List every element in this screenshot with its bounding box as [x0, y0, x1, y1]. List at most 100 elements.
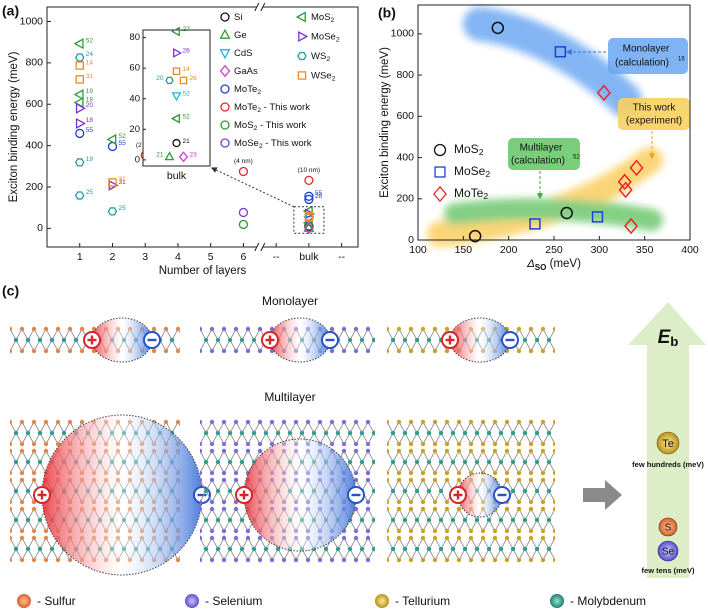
data-point: [75, 102, 86, 114]
legend-label: MoTe2: [454, 186, 488, 201]
x-tick-label: --: [338, 251, 345, 263]
ref-label: 18: [86, 96, 94, 103]
lattice: [10, 317, 555, 576]
ref-label: 55: [315, 190, 323, 197]
data-point: [172, 138, 181, 148]
data-point: [74, 158, 85, 167]
point-label: (4 nm): [234, 158, 253, 165]
axis-break: [260, 242, 266, 252]
ref-label: 28: [315, 193, 323, 200]
layer: [387, 418, 555, 448]
x-tick-label: 100: [409, 244, 427, 256]
legend-text: - Sulfur: [37, 594, 76, 608]
atom: [656, 431, 680, 455]
axis-break: [254, 242, 260, 252]
data-point: [468, 229, 482, 243]
note: (calculation): [615, 58, 669, 69]
data-point: [107, 207, 118, 216]
x-tick-label: 2: [110, 251, 116, 263]
ref-label: 25: [118, 205, 126, 212]
y-axis-label: Exciton binding energy (meV): [379, 47, 391, 198]
ref-label: 21: [183, 138, 191, 145]
data-point: [74, 191, 85, 200]
point-label: (10 nm): [298, 167, 320, 174]
annotations: Monolayer (calculation) 16 This work (ex…: [508, 38, 690, 200]
data-point: [170, 113, 180, 124]
y-tick-label: 200: [25, 181, 43, 193]
ref-label: 52: [86, 37, 94, 44]
note: Monolayer: [623, 44, 670, 55]
inset-y-tick-label: 80: [129, 32, 140, 43]
data-point: [164, 151, 175, 161]
axis-break: [260, 2, 266, 12]
y-tick-label: 400: [25, 139, 43, 151]
exciton: [41, 414, 203, 576]
x-axis-label: Number of layers: [159, 265, 247, 277]
data-point: [238, 219, 249, 230]
axis-break: [254, 2, 260, 12]
legend-ball: [550, 594, 564, 608]
data-point: [629, 159, 644, 177]
legend-label: GaAs: [234, 66, 258, 77]
legend-text: - Molybdenum: [570, 594, 646, 608]
ref-label: 20: [156, 75, 164, 82]
y-axis-label: Exciton binding energy (meV): [8, 51, 20, 202]
atom-caption: few tens (meV): [642, 566, 695, 575]
legend-label: WSe2: [311, 70, 336, 82]
x-tick-label: 4: [175, 251, 181, 263]
note-ref: 52: [573, 155, 580, 161]
legend-label: MoTe2 - This work: [234, 102, 310, 114]
inset-y-tick-label: 20: [129, 124, 140, 135]
legend-marker: [220, 120, 230, 130]
x-tick-label: 3: [142, 251, 148, 263]
x-tick-label: 1: [77, 251, 83, 263]
arrow: [583, 480, 622, 510]
legend-marker: [434, 166, 446, 178]
atom-symbol: Te: [662, 438, 674, 450]
zoom-arrow: [210, 167, 295, 208]
ref-label: 25: [86, 189, 94, 196]
legend-marker: [295, 11, 306, 23]
data-point: [304, 194, 314, 205]
data-point: [304, 191, 314, 201]
y-tick-label: 1000: [391, 28, 415, 40]
ref-label: 52: [183, 90, 191, 97]
legend-label: MoS2 - This work: [234, 120, 307, 132]
y-tick-label: 600: [396, 110, 414, 122]
atom-symbol: S: [665, 523, 672, 534]
legend-label: MoSe2: [454, 164, 490, 179]
data-point: [554, 46, 567, 58]
legend-marker: [220, 138, 230, 148]
ref-label: 26: [190, 75, 198, 82]
ref-label: 55: [86, 127, 94, 134]
atom-caption: few hundreds (meV): [632, 460, 704, 469]
ref-label: 26: [183, 48, 191, 55]
ref-label: 19: [86, 88, 94, 95]
data-point: [304, 175, 314, 186]
x-axis-label: ΔSO (meV): [526, 258, 581, 272]
atom: [658, 517, 678, 537]
x-tick-label: 5: [208, 251, 214, 263]
legend-text: - Selenium: [205, 594, 262, 608]
x-tick-label: 250: [545, 244, 563, 256]
data-point: [75, 61, 84, 70]
monolayer-band: [463, 7, 642, 117]
x-tick-label: bulk: [299, 251, 319, 263]
legend-label: Si: [234, 12, 242, 23]
ref-label: 27: [183, 26, 191, 33]
y-tick-label: 800: [25, 57, 43, 69]
section-title: Multilayer: [264, 390, 315, 404]
data-point: [170, 26, 180, 37]
data-point: [624, 217, 639, 235]
panel-label: (b): [378, 5, 396, 21]
legend-marker: [219, 64, 231, 78]
ref-label: 18: [86, 117, 94, 124]
x-tick-label: 400: [681, 244, 699, 256]
legend-label: MoSe2: [311, 31, 340, 43]
legend-label: MoS2: [454, 142, 484, 157]
legend-marker: [297, 71, 307, 80]
y-tick-label: 200: [396, 193, 414, 205]
ref-label: 14: [86, 59, 94, 66]
atom: [657, 540, 679, 562]
